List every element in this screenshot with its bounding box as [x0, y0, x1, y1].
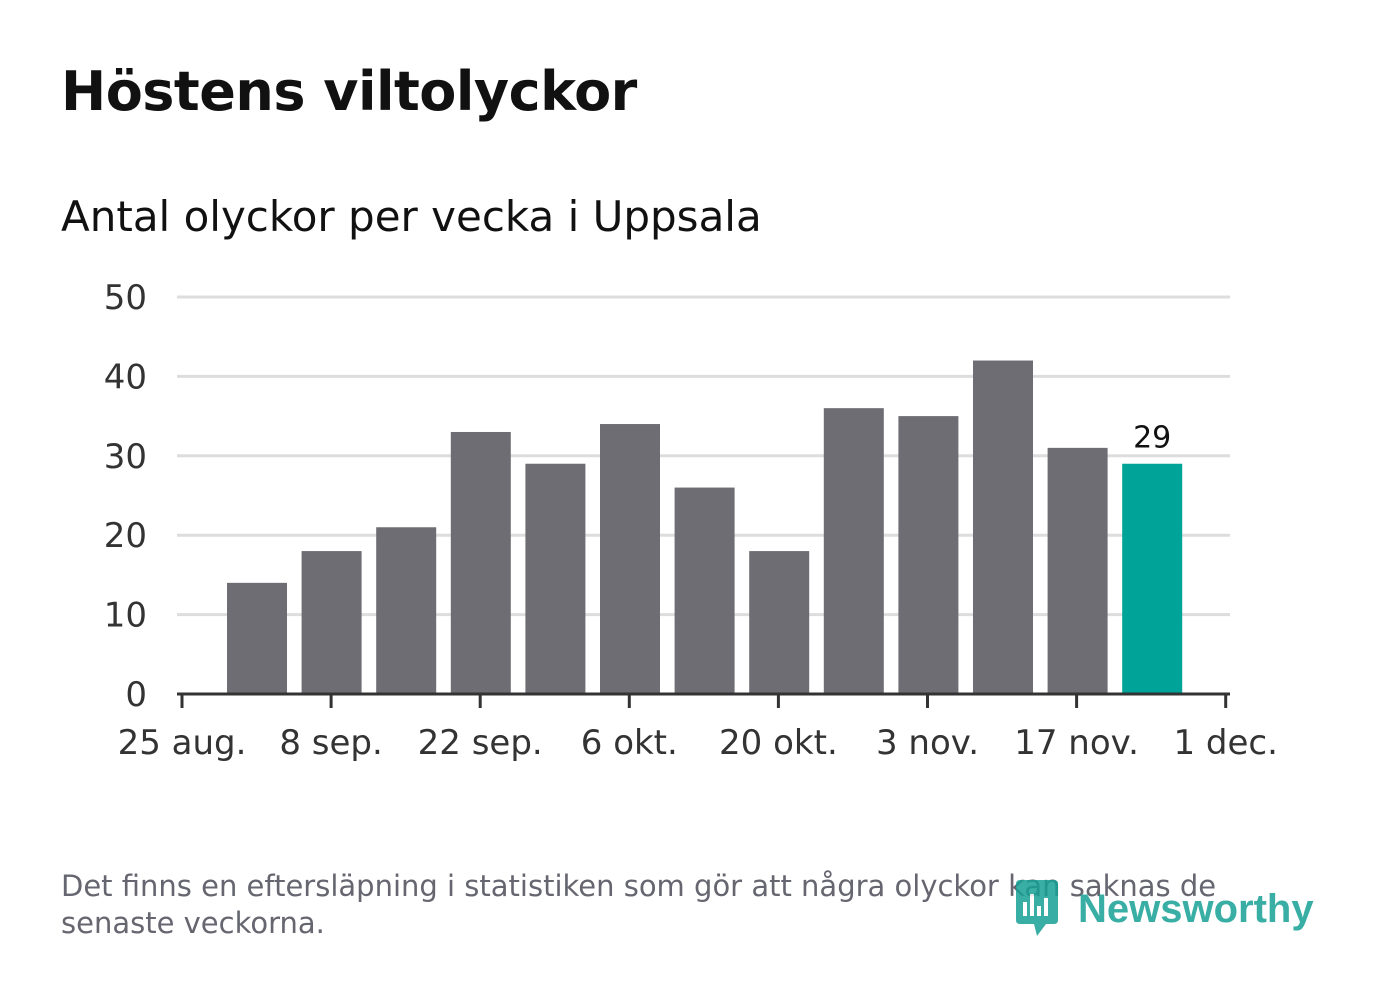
newsworthy-logo[interactable]: Newsworthy: [1012, 878, 1314, 940]
bar: [898, 416, 959, 694]
y-tick-label: 40: [104, 357, 147, 397]
x-tick-label: 25 aug.: [118, 723, 247, 763]
chart-subtitle: Antal olyckor per vecka i Uppsala: [61, 192, 762, 241]
bar: [674, 487, 735, 694]
y-tick-label: 20: [104, 516, 147, 556]
x-tick-label: 8 sep.: [279, 723, 382, 763]
bar: [749, 551, 810, 694]
bar: [1047, 447, 1108, 694]
bar-highlight: [1122, 463, 1183, 694]
chart-title: Höstens viltolyckor: [61, 60, 637, 123]
bar: [823, 408, 884, 694]
bar: [450, 431, 511, 694]
y-tick-label: 0: [125, 675, 147, 715]
x-tick-label: 1 dec.: [1173, 723, 1277, 763]
x-tick-label: 22 sep.: [418, 723, 543, 763]
x-tick-label: 3 nov.: [876, 723, 979, 763]
brand-name: Newsworthy: [1078, 886, 1314, 931]
bar: [525, 463, 586, 694]
x-tick-label: 6 okt.: [581, 723, 678, 763]
bar: [600, 424, 660, 694]
bar: [227, 582, 287, 694]
newsworthy-logo-icon: [1016, 880, 1058, 936]
x-tick-label: 17 nov.: [1014, 723, 1139, 763]
bar: [376, 527, 437, 694]
data-label: 29: [1133, 421, 1171, 456]
y-tick-label: 50: [104, 278, 147, 318]
y-tick-label: 10: [104, 596, 147, 636]
x-tick-label: 20 okt.: [719, 723, 838, 763]
bar: [973, 360, 1033, 694]
y-tick-label: 30: [104, 437, 147, 477]
bar: [301, 551, 362, 694]
